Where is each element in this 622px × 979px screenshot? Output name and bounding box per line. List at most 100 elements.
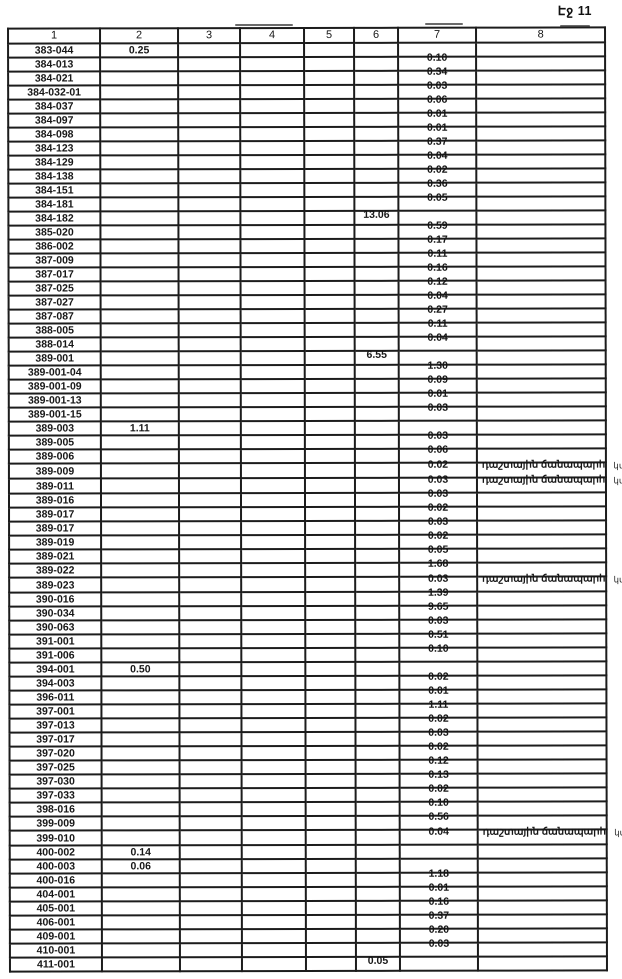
- cell-value: [178, 197, 241, 212]
- value-text: 0.03: [427, 487, 449, 500]
- cell-value: [241, 563, 306, 578]
- cell-value: [304, 294, 355, 310]
- cell-value: [477, 506, 607, 521]
- table-row: 384-013 0.10: [8, 52, 606, 72]
- cell-value: [305, 815, 356, 831]
- cell-value: [101, 704, 180, 719]
- cell-value: [477, 858, 608, 873]
- page-number: Էջ 11: [557, 4, 592, 18]
- cell-value: [179, 873, 242, 888]
- cell-value: [305, 872, 356, 888]
- value-text: 0.50: [130, 663, 151, 676]
- cell-value: [305, 801, 356, 817]
- cell-code: 396-011: [9, 690, 102, 705]
- cell-value: [100, 493, 180, 508]
- cell-value: [179, 929, 242, 944]
- cell-value: [178, 493, 242, 508]
- cell-value: [179, 887, 242, 902]
- value-text: 0.05: [427, 191, 448, 204]
- table-row: 410-001 0.03: [9, 938, 608, 958]
- row-code: 389-001: [35, 352, 74, 365]
- cell-value: [241, 690, 306, 705]
- value-text: 0.03: [427, 401, 449, 414]
- cell-code: 388-005: [8, 323, 101, 338]
- cell-value: [305, 773, 356, 789]
- table-row: 384-138 0.02: [8, 164, 606, 184]
- row-code: 409-001: [36, 930, 76, 943]
- cell-code: 397-001: [9, 704, 102, 719]
- cell-value: [305, 928, 356, 944]
- row-code: 388-014: [35, 338, 74, 351]
- cell-value: [101, 606, 180, 621]
- cell-code: 399-010: [9, 830, 102, 846]
- cell-value: [240, 57, 305, 72]
- cell-value: [355, 773, 400, 788]
- value-text: 0.14: [130, 846, 151, 859]
- cell-value: [355, 647, 400, 662]
- margin-note: կմ: [613, 574, 622, 585]
- cell-value: [305, 731, 356, 747]
- cell-value: [178, 239, 241, 254]
- cell-value: [355, 576, 400, 592]
- cell-value: [477, 914, 608, 929]
- cell-value: [178, 421, 241, 436]
- table-row: 389-001-15 0.03: [8, 402, 607, 422]
- cell-value: [240, 478, 305, 494]
- value-text: 0.17: [427, 233, 448, 246]
- value-text: 0.36: [427, 177, 448, 190]
- row-code: 384-021: [34, 72, 74, 85]
- cell-value: [241, 606, 306, 621]
- cell-value: [305, 675, 356, 691]
- value-text: 0.02: [427, 501, 449, 514]
- table-row: 387-025 0.12: [8, 276, 606, 296]
- cell-value: [305, 633, 356, 649]
- cell-value: [100, 351, 179, 366]
- value-text: 0.20: [428, 923, 450, 936]
- row-code: 389-017: [35, 508, 75, 521]
- cell-value: [178, 113, 241, 128]
- cell-value: [179, 943, 242, 958]
- cell-value: [100, 379, 179, 394]
- row-code: 384-032-01: [27, 86, 82, 99]
- cell-value: [355, 633, 400, 648]
- cell-value: [399, 956, 478, 971]
- value-text: 0.02: [428, 670, 449, 683]
- cell-value: [100, 169, 179, 184]
- cell-value: [354, 84, 399, 99]
- cell-value: [178, 393, 241, 408]
- cell-code: 387-025: [8, 281, 101, 296]
- cell-value: [304, 420, 355, 436]
- cell-value: [240, 337, 305, 352]
- row-code: 399-009: [36, 817, 75, 830]
- row-code: 387-025: [35, 282, 74, 295]
- value-text: 0.27: [427, 303, 448, 316]
- cell-value: [241, 943, 306, 958]
- cell-value: [100, 463, 179, 479]
- cell-value: [305, 689, 356, 705]
- cell-code: 384-097: [8, 113, 101, 128]
- cell-value: [240, 421, 305, 436]
- value-text: 6.55: [366, 348, 387, 361]
- row-code: 396-011: [36, 691, 75, 704]
- row-code: 397-017: [36, 733, 75, 746]
- table-row: 387-087 0.27: [8, 304, 606, 324]
- cell-value: [101, 887, 180, 902]
- table-row: 386-002 0.17: [8, 234, 606, 254]
- cell-value: [304, 70, 355, 86]
- cell-value: [101, 549, 180, 564]
- value-text: 0.02: [428, 740, 449, 753]
- value-text: 0.10: [428, 642, 449, 655]
- cell-value: [304, 56, 355, 72]
- table-row: 411-001 0.05: [9, 955, 608, 972]
- value-text: 13.06: [363, 208, 390, 221]
- cell-value: [179, 859, 242, 874]
- cell-value: [355, 928, 400, 943]
- cell-value: [178, 85, 241, 100]
- cell-value: [101, 563, 180, 578]
- table-row: 400-003 0.06: [9, 858, 608, 874]
- cell-value: [241, 957, 306, 972]
- cell-value: [355, 562, 400, 577]
- cell-value: [304, 378, 355, 394]
- value-text: 0.06: [130, 860, 151, 873]
- cell-code: 387-027: [8, 295, 101, 310]
